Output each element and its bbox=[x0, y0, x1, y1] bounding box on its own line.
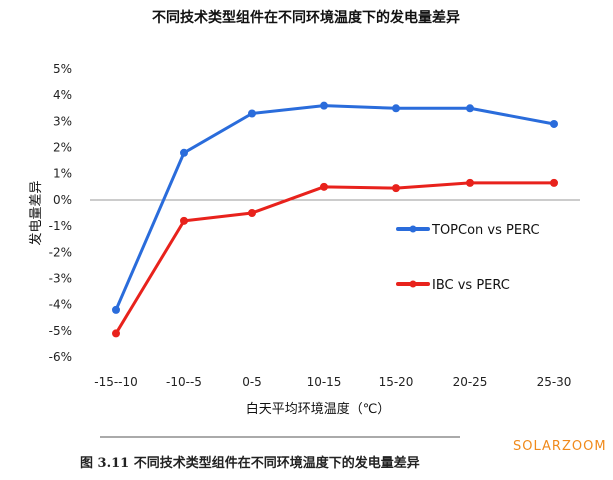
chart-title: 不同技术类型组件在不同环境温度下的发电量差异 bbox=[152, 9, 460, 26]
legend-label-topcon: TOPCon vs PERC bbox=[431, 223, 540, 238]
x-axis-ticks: -15--10 -10--5 0-5 10-15 15-20 20-25 25-30 bbox=[94, 375, 571, 389]
legend-label-ibc: IBC vs PERC bbox=[432, 278, 510, 293]
y-tick-label: -2% bbox=[49, 245, 72, 259]
y-tick-label: -3% bbox=[49, 271, 72, 285]
x-tick-label: 10-15 bbox=[307, 375, 342, 389]
series-line-ibc bbox=[114, 181, 554, 335]
legend-marker-topcon bbox=[409, 225, 417, 233]
y-tick-label: -5% bbox=[49, 324, 72, 338]
x-tick-label: 20-25 bbox=[453, 375, 488, 389]
legend-item-topcon: TOPCon vs PERC bbox=[396, 223, 540, 238]
series-layer bbox=[112, 101, 558, 338]
x-axis-label: 白天平均环境温度（℃） bbox=[246, 401, 391, 417]
y-tick-label: -1% bbox=[49, 219, 72, 233]
data-point-topcon bbox=[320, 101, 328, 110]
data-point-ibc bbox=[112, 329, 120, 338]
x-tick-label: -10--5 bbox=[166, 375, 202, 389]
y-axis-ticks: 5% 4% 3% 2% 1% 0% -1% -2% -3% -4% -5% -6% bbox=[49, 62, 72, 364]
data-point-topcon bbox=[466, 104, 474, 113]
data-point-ibc bbox=[180, 216, 188, 225]
data-point-topcon bbox=[550, 119, 558, 128]
data-point-ibc bbox=[466, 178, 474, 187]
legend-marker-ibc bbox=[409, 280, 417, 288]
y-tick-label: 2% bbox=[53, 141, 72, 155]
data-point-ibc bbox=[392, 184, 400, 193]
data-point-ibc bbox=[248, 209, 256, 217]
x-tick-label: -15--10 bbox=[94, 375, 138, 389]
legend-item-ibc: IBC vs PERC bbox=[396, 278, 510, 293]
y-tick-label: 1% bbox=[53, 167, 72, 181]
y-tick-label: 3% bbox=[53, 114, 72, 128]
y-tick-label: 5% bbox=[53, 62, 72, 76]
data-point-topcon bbox=[112, 305, 120, 314]
data-point-ibc bbox=[320, 182, 328, 191]
y-tick-label: 0% bbox=[53, 193, 72, 207]
x-tick-label: 0-5 bbox=[242, 375, 262, 389]
legend: TOPCon vs PERC IBC vs PERC bbox=[396, 223, 540, 293]
y-tick-label: 4% bbox=[53, 88, 72, 102]
data-point-topcon bbox=[392, 104, 400, 113]
y-tick-label: -6% bbox=[49, 350, 72, 364]
y-axis-label: 发电量差异 bbox=[28, 180, 44, 245]
figure-caption: 图 3.11 不同技术类型组件在不同环境温度下的发电量差异 bbox=[80, 455, 420, 471]
watermark: SOLARZOOM bbox=[513, 439, 607, 454]
data-point-ibc bbox=[550, 178, 558, 187]
data-point-topcon bbox=[248, 109, 256, 118]
x-tick-label: 25-30 bbox=[537, 375, 572, 389]
y-tick-label: -4% bbox=[49, 298, 72, 312]
x-tick-label: 15-20 bbox=[379, 375, 414, 389]
data-point-topcon bbox=[180, 148, 188, 157]
